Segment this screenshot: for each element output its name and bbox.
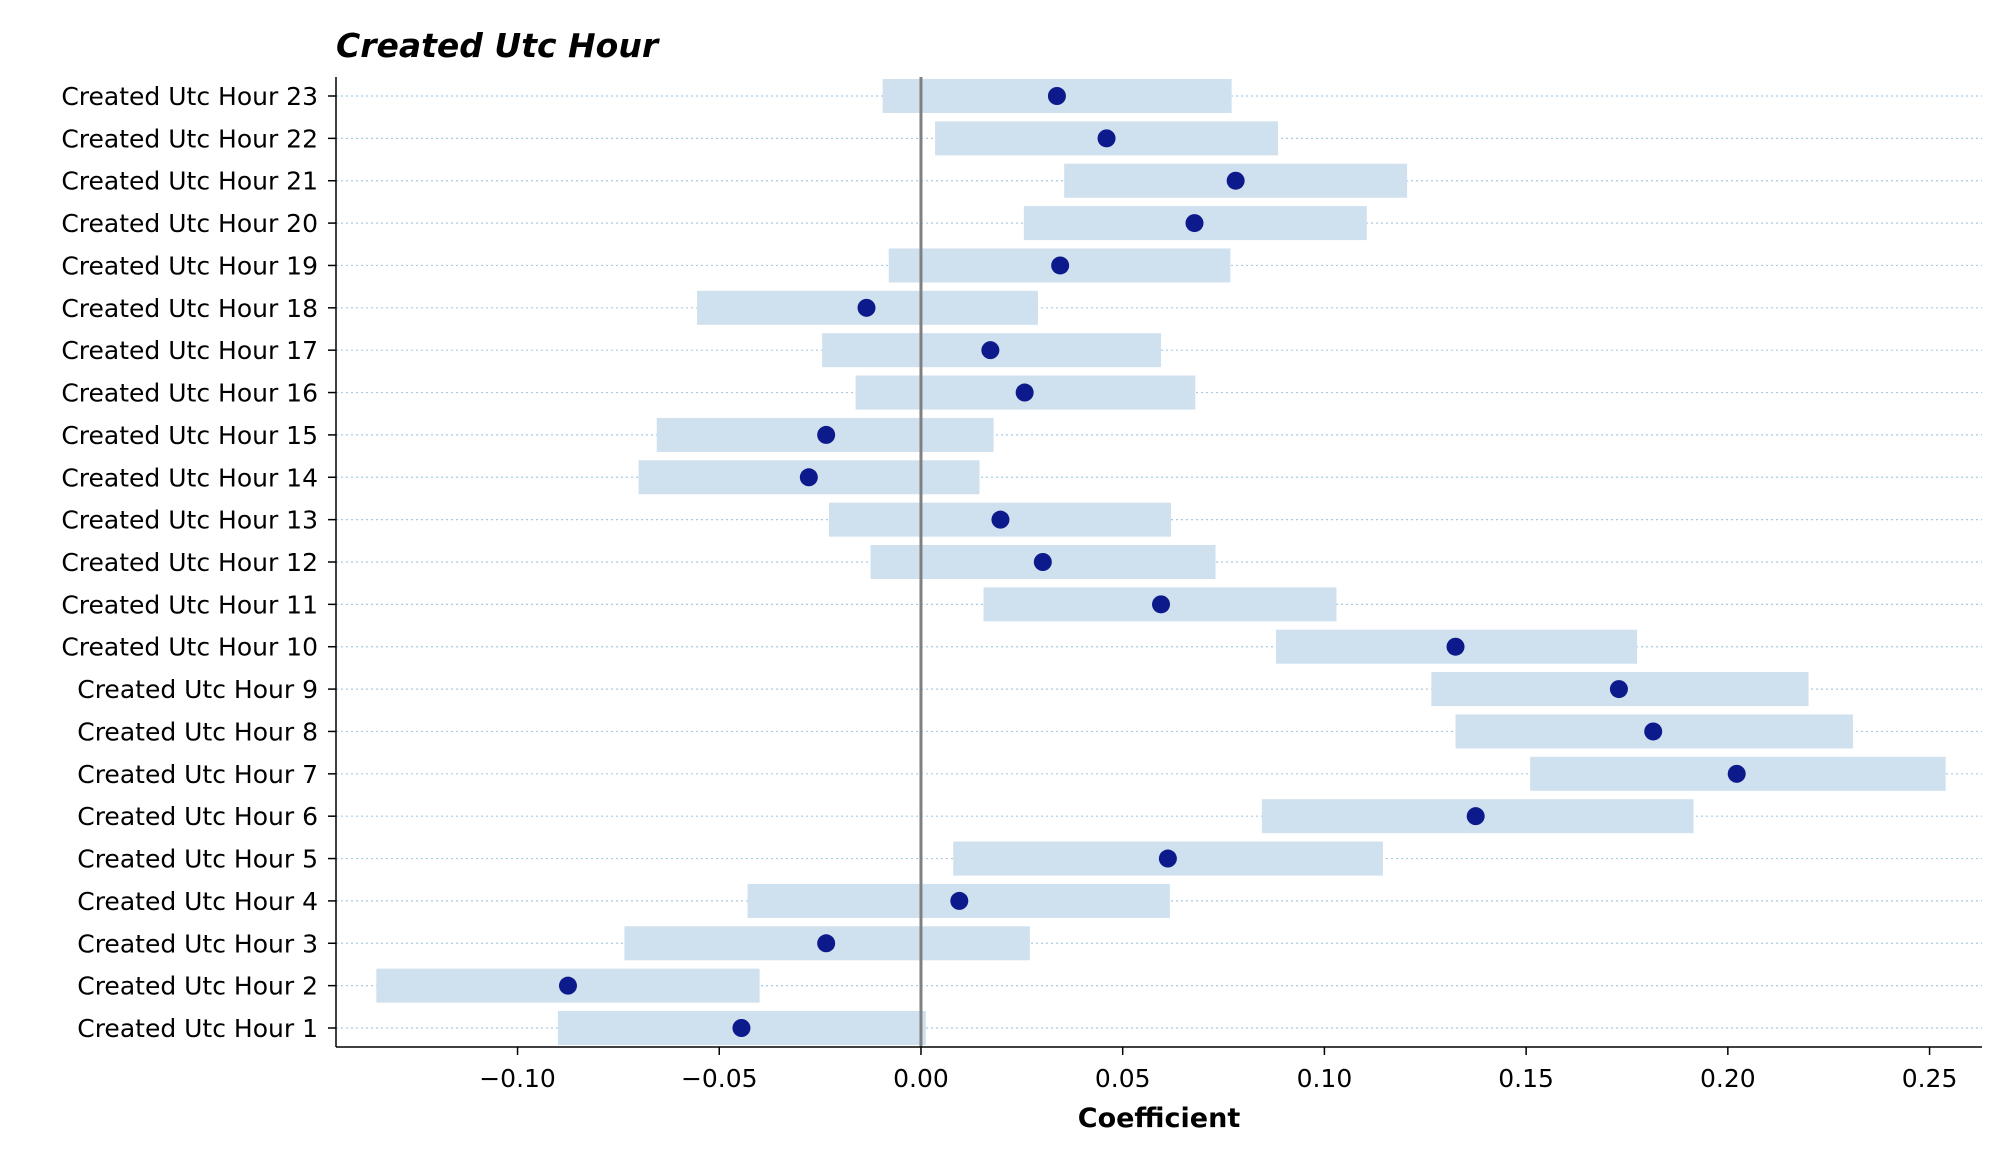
y-tick-label: Created Utc Hour 13 [61, 506, 318, 535]
coefficient-point [1644, 722, 1663, 741]
coefficient-point [732, 1019, 751, 1037]
x-tick-label: 0.00 [893, 1064, 949, 1093]
coefficient-point [1015, 383, 1034, 402]
coefficient-point [1152, 595, 1171, 614]
x-tick-label: 0.20 [1700, 1064, 1756, 1093]
y-tick-label: Created Utc Hour 5 [77, 845, 318, 874]
y-tick-label: Created Utc Hour 11 [61, 590, 318, 619]
axis-layer: Created Utc Hour 1 Created Utc Hour 2 Crea… [61, 77, 1982, 1093]
y-tick-label: Created Utc Hour 15 [61, 421, 318, 450]
coefficient-point [1185, 214, 1204, 233]
y-tick-label: Created Utc Hour 16 [61, 379, 318, 408]
point-layer [558, 87, 1746, 1037]
coefficient-point [1047, 87, 1066, 105]
coefficient-point [857, 298, 876, 317]
coefficient-point [1051, 256, 1070, 275]
x-tick-label: 0.15 [1498, 1064, 1554, 1093]
y-tick-label: Created Utc Hour 4 [77, 887, 318, 916]
y-tick-label: Created Utc Hour 10 [61, 633, 318, 662]
y-tick-label: Created Utc Hour 21 [61, 167, 318, 196]
coefficient-point [1158, 849, 1177, 868]
y-tick-label: Created Utc Hour 7 [77, 760, 318, 789]
coefficient-point [1446, 637, 1465, 656]
y-tick-label: Created Utc Hour 20 [61, 209, 318, 238]
coefficient-point [1097, 129, 1116, 148]
y-tick-label: Created Utc Hour 22 [61, 124, 318, 153]
y-tick-label: Created Utc Hour 17 [61, 336, 318, 365]
coefficient-point [1727, 764, 1746, 783]
coefficient-point [981, 341, 1000, 360]
x-tick-label: 0.05 [1095, 1064, 1151, 1093]
x-tick-label: −0.05 [681, 1064, 758, 1093]
y-tick-label: Created Utc Hour 1 [77, 1014, 318, 1043]
coefficient-point [1226, 171, 1245, 190]
y-tick-label: Created Utc Hour 19 [61, 251, 318, 280]
coefficient-point [1466, 807, 1485, 826]
chart-title: Created Utc Hour [336, 26, 660, 65]
x-tick-label: 0.10 [1297, 1064, 1353, 1093]
coefficient-point [799, 468, 818, 487]
y-tick-label: Created Utc Hour 23 [61, 82, 318, 111]
y-tick-label: Created Utc Hour 2 [77, 972, 318, 1001]
coefficient-point [817, 425, 836, 444]
coefficient-point [558, 976, 577, 995]
y-tick-label: Created Utc Hour 18 [61, 294, 318, 323]
coefficient-point [991, 510, 1010, 529]
y-tick-label: Created Utc Hour 14 [61, 463, 318, 492]
y-tick-label: Created Utc Hour 9 [77, 675, 318, 704]
coefficient-point [1033, 553, 1052, 571]
y-tick-label: Created Utc Hour 3 [77, 929, 318, 958]
coefficient-point [817, 934, 836, 953]
coefficient-point [1609, 680, 1628, 699]
x-tick-label: −0.10 [479, 1064, 556, 1093]
x-tick-label: 0.25 [1902, 1064, 1958, 1093]
x-axis-title: Coefficient [1078, 1103, 1241, 1134]
y-tick-label: Created Utc Hour 6 [77, 802, 318, 831]
y-tick-label: Created Utc Hour 8 [77, 717, 318, 746]
coefficient-point [950, 891, 969, 910]
y-tick-label: Created Utc Hour 12 [61, 548, 318, 577]
